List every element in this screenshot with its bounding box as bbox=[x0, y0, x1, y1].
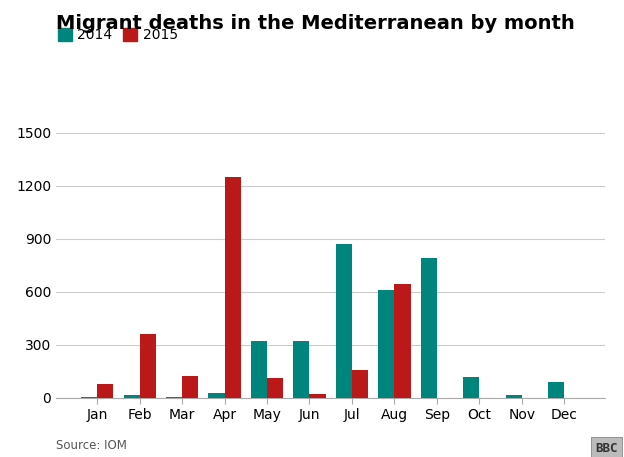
Bar bbox=[463, 377, 479, 398]
Bar bbox=[421, 258, 437, 398]
Bar bbox=[140, 334, 156, 398]
Bar bbox=[548, 382, 564, 398]
Bar bbox=[166, 397, 182, 398]
Bar bbox=[124, 395, 140, 398]
Bar bbox=[97, 384, 114, 398]
Bar bbox=[81, 397, 97, 398]
Bar bbox=[336, 244, 352, 398]
Bar bbox=[394, 285, 411, 398]
Text: Source: IOM: Source: IOM bbox=[56, 440, 127, 452]
Bar bbox=[267, 378, 283, 398]
Bar bbox=[352, 370, 368, 398]
Text: Migrant deaths in the Mediterranean by month: Migrant deaths in the Mediterranean by m… bbox=[56, 14, 575, 33]
Bar bbox=[225, 177, 241, 398]
Legend: 2014, 2015: 2014, 2015 bbox=[57, 28, 178, 42]
Bar bbox=[505, 395, 522, 398]
Bar bbox=[378, 290, 394, 398]
Bar bbox=[293, 341, 310, 398]
Bar bbox=[208, 393, 225, 398]
Bar bbox=[182, 377, 198, 398]
Bar bbox=[310, 394, 326, 398]
Bar bbox=[251, 341, 267, 398]
Text: BBC: BBC bbox=[595, 442, 618, 455]
